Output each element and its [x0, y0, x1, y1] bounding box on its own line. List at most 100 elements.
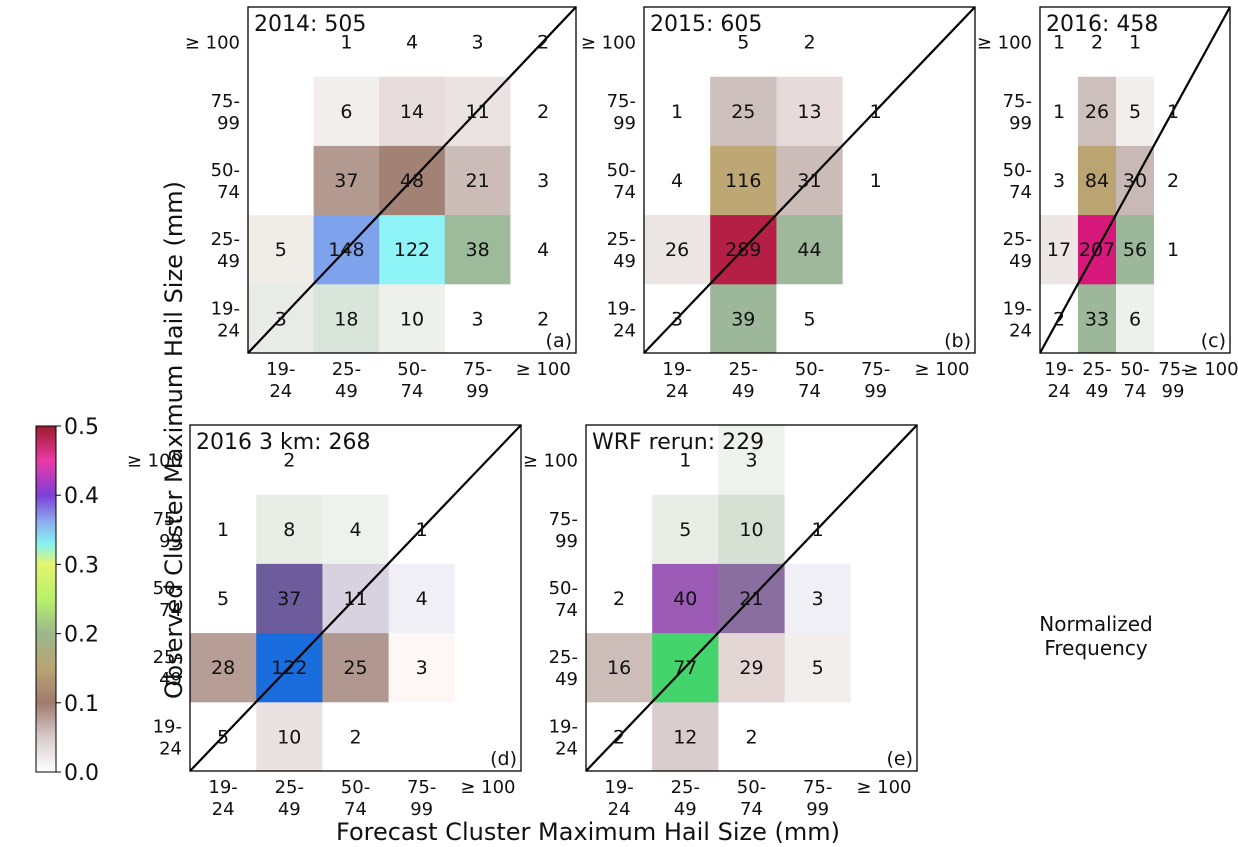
cell-count-label: 37	[334, 170, 358, 192]
y-tick-label: 49	[217, 251, 240, 272]
cell-count-label: 21	[739, 588, 763, 610]
heatmap-cell	[1078, 76, 1117, 146]
diagonal-line	[247, 6, 577, 354]
x-tick-label: 74	[1124, 381, 1147, 402]
heatmap-cell	[850, 494, 918, 564]
cell-count-label: 6	[1129, 308, 1141, 330]
heatmap-cell	[388, 425, 456, 495]
heatmap-cell	[644, 7, 711, 77]
heatmap-cell	[510, 76, 577, 146]
cell-count-label: 6	[340, 101, 352, 123]
heatmap-cell	[454, 701, 522, 772]
cell-count-label: 2	[349, 726, 361, 748]
heatmap-cell	[322, 494, 390, 564]
y-tick-label: 49	[613, 251, 636, 272]
x-tick-label: 24	[608, 799, 631, 820]
heatmap-cell	[1154, 214, 1193, 285]
x-tick-label: 24	[1048, 381, 1071, 402]
cell-count-label: 3	[671, 308, 683, 330]
cell-count-label: 116	[725, 170, 761, 192]
heatmap-cell	[379, 7, 446, 77]
cell-count-label: 48	[400, 170, 424, 192]
y-tick-label: 99	[159, 531, 182, 552]
heatmap-cell	[850, 563, 918, 634]
diagonal-line	[585, 424, 918, 772]
heatmap-cell	[842, 283, 910, 354]
cell-count-label: 8	[283, 519, 295, 541]
cell-count-label: 1	[1167, 239, 1179, 261]
x-tick-label: 25-	[1082, 359, 1111, 380]
heatmap-cell	[190, 563, 257, 634]
heatmap-cell	[190, 425, 257, 495]
cell-count-label: 39	[731, 308, 755, 330]
heatmap-cell	[1078, 7, 1117, 77]
heatmap-cell	[1154, 7, 1193, 77]
heatmap-cell	[908, 283, 976, 354]
colorbar-tick-label: 0.0	[64, 761, 99, 786]
cell-count-label: 18	[334, 308, 358, 330]
cell-count-label: 2	[537, 32, 549, 54]
y-tick-label: 25-	[211, 229, 240, 250]
cell-count-label: 1	[679, 450, 691, 472]
x-tick-label: 75-	[861, 359, 890, 380]
heatmap-cell	[842, 214, 910, 285]
x-tick-label: 49	[1086, 381, 1109, 402]
cell-count-label: 33	[1085, 308, 1109, 330]
heatmap-cell	[313, 76, 380, 146]
x-tick-label: 99	[466, 381, 489, 402]
cell-count-label: 26	[1085, 101, 1109, 123]
heatmap-cell	[718, 701, 786, 772]
cell-count-label: 13	[797, 101, 821, 123]
cell-count-label: 4	[537, 239, 549, 261]
x-tick-label: 25-	[671, 777, 700, 798]
heatmap-cell	[908, 76, 976, 146]
y-tick-label: 74	[159, 600, 182, 621]
cell-count-label: 2	[1091, 32, 1103, 54]
x-tick-label: ≥ 100	[856, 777, 911, 798]
x-tick-label: 99	[864, 381, 887, 402]
heatmap-cell	[388, 701, 456, 772]
cell-count-label: 3	[275, 308, 287, 330]
x-tick-label: 19-	[266, 359, 295, 380]
y-tick-label: 19-	[211, 298, 240, 319]
y-tick-label: 19-	[549, 716, 578, 737]
cell-count-label: 29	[739, 657, 763, 679]
panel-letter-label: (d)	[490, 748, 517, 770]
heatmap-cell	[776, 214, 844, 285]
heatmap-cell	[644, 76, 711, 146]
heatmap-cell	[1116, 7, 1155, 77]
x-tick-label: 49	[278, 799, 301, 820]
colorbar-label: Normalized	[1039, 612, 1152, 636]
y-tick-label: 75-	[211, 91, 240, 112]
y-tick-label: 50-	[211, 160, 240, 181]
y-tick-label: 24	[613, 320, 636, 341]
heatmap-cell	[379, 214, 446, 285]
cell-count-label: 11	[343, 588, 367, 610]
cell-count-label: 2	[537, 101, 549, 123]
cell-count-label: 17	[1047, 239, 1071, 261]
cell-count-label: 1	[870, 170, 882, 192]
panels: 3 18 10 3 25 148 122 38 437 48 21 36 14 11 21 4 3 2(a)201…	[127, 6, 1238, 820]
cell-count-label: 289	[725, 239, 761, 261]
y-tick-label: ≥ 100	[977, 33, 1032, 54]
x-tick-label: ≥ 100	[516, 359, 571, 380]
y-tick-label: 74	[217, 182, 240, 203]
y-tick-label: 25-	[549, 647, 578, 668]
cell-count-label: 2	[537, 308, 549, 330]
y-tick-label: 75-	[1003, 91, 1032, 112]
heatmap-cell	[776, 76, 844, 146]
cell-count-label: 4	[671, 170, 683, 192]
x-tick-label: 74	[344, 799, 367, 820]
heatmap-cell	[1192, 145, 1231, 216]
x-tick-label: 49	[674, 799, 697, 820]
y-tick-label: 19-	[153, 716, 182, 737]
cell-count-label: 1	[671, 101, 683, 123]
colorbar-gradient	[35, 425, 57, 773]
cell-count-label: 3	[812, 588, 824, 610]
cell-count-label: 38	[466, 239, 490, 261]
panel-frame	[643, 6, 976, 354]
y-tick-label: 49	[159, 669, 182, 690]
cell-count-label: 2	[745, 726, 757, 748]
x-tick-label: 75-	[1158, 359, 1187, 380]
